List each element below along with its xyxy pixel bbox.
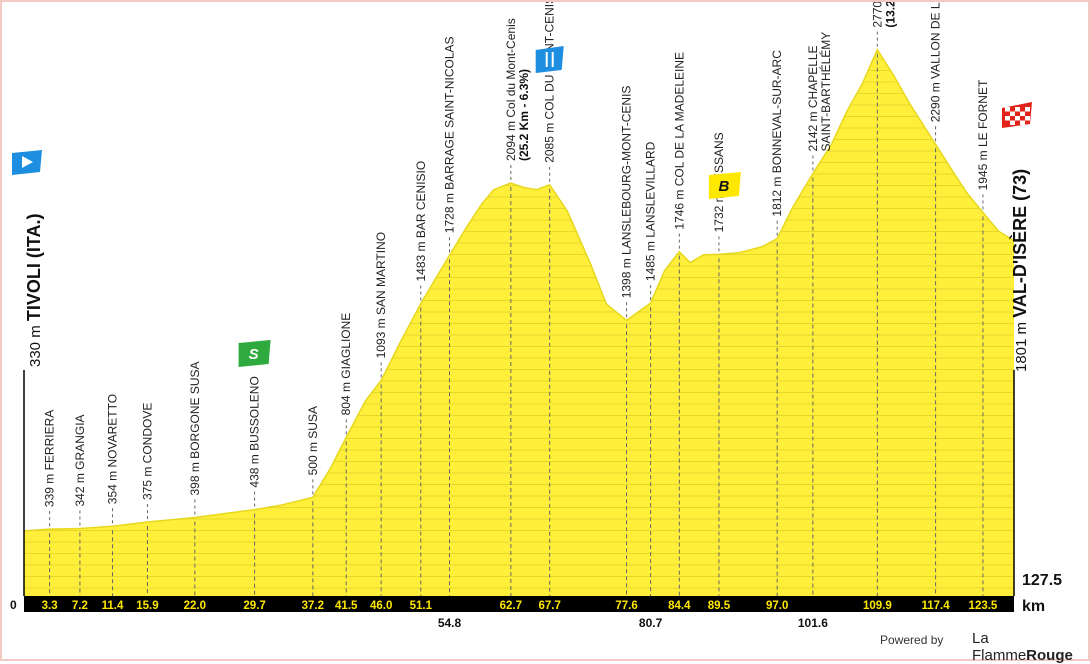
point-label: 2290 m VALLON DE L'ISERAN — [929, 0, 943, 122]
point-label-text: 1485 m LANSLEVILLARD — [644, 141, 658, 281]
climb-detail-text: (25.2 Km - 6.3%) — [517, 69, 531, 161]
point-label: 2770 m Col de l'Iseran(13.2 Km - 7.4%) — [870, 0, 897, 28]
point-label-text: 339 m FERRIERA — [43, 410, 57, 507]
km-tick-label: 7.2 — [72, 600, 88, 612]
km-tick-label: 11.4 — [102, 600, 124, 612]
start-altitude: 330 m — [27, 321, 44, 367]
point-label: 804 m GIAGLIONE — [339, 313, 353, 416]
point-label-text: 500 m SUSA — [306, 406, 320, 475]
point-label-text: 1728 m BARRAGE SAINT-NICOLAS — [443, 36, 457, 233]
point-label-text: 342 m GRANGIA — [73, 414, 87, 506]
point-label-text: 1746 m COL DE LA MADELEINE — [672, 52, 686, 230]
point-label: 438 m BUSSOLENO — [248, 376, 262, 487]
finish-name: VAL-D'ISÈRE (73) — [1009, 169, 1030, 318]
powered-by-text: Powered by — [880, 633, 944, 647]
finish-label: 1801 m VAL-D'ISÈRE (73) — [1009, 169, 1030, 372]
km-tick-label: 54.8 — [438, 616, 462, 630]
brand-name-part1: La Flamme — [972, 630, 1027, 664]
point-label: 2142 m CHAPELLE SAINT-BARTHÉLÉMY — [806, 32, 833, 152]
start-label: 330 m TIVOLI (ITA.) — [24, 213, 44, 367]
point-label: 2094 m Col du Mont-Cenis (25.2 Km - 6.3%) — [504, 18, 531, 161]
km-tick-label: 46.0 — [370, 600, 392, 612]
point-label-text: 2094 m Col du Mont-Cenis — [504, 18, 518, 161]
km-tick-label: 77.6 — [615, 600, 637, 612]
point-label: 500 m SUSA — [306, 406, 320, 475]
km-tick-label: 29.7 — [243, 600, 265, 612]
point-label: 1945 m LE FORNET — [976, 79, 990, 190]
km-tick-label: 62.7 — [500, 600, 522, 612]
total-distance-label: 127.5 — [1022, 572, 1062, 589]
point-label-text: 1398 m LANSLEBOURG-MONT-CENIS — [620, 86, 634, 299]
start-name: TIVOLI (ITA.) — [24, 213, 44, 321]
point-label-text: 1945 m LE FORNET — [976, 79, 990, 190]
km-tick-label: 41.5 — [335, 600, 358, 612]
distance-axis-bar — [24, 596, 1014, 612]
km-tick-label: 3.3 — [42, 600, 58, 612]
point-label-text: 2085 m COL DU MONT-CENIS — [543, 2, 557, 163]
km-tick-label: 109.9 — [863, 600, 892, 612]
distance-unit-label: km — [1022, 598, 1045, 615]
point-label-text: 2290 m VALLON DE L'ISERAN — [929, 2, 943, 122]
point-label: 1485 m LANSLEVILLARD — [644, 141, 658, 281]
brand-name-part2: Rouge — [1026, 647, 1073, 664]
feed-zone-icon — [535, 46, 564, 73]
point-label-text: 398 m BORGONE SUSA — [188, 361, 202, 495]
point-label-text: 438 m BUSSOLENO — [248, 376, 262, 487]
climb-detail-text: (13.2 Km - 7.4%) — [883, 2, 897, 28]
brand-logo: La FlammeRouge — [972, 630, 1090, 664]
badge-label: B — [718, 178, 729, 195]
point-label: 375 m CONDOVE — [141, 403, 155, 500]
point-label: 398 m BORGONE SUSA — [188, 361, 202, 495]
profile-outline — [23, 48, 1015, 532]
point-label-text: 1093 m SAN MARTINO — [374, 232, 388, 358]
point-label-text: 1483 m BAR CENISIO — [414, 161, 428, 282]
km-tick-label: 80.7 — [639, 616, 663, 630]
start-flag-icon — [12, 150, 42, 175]
km-tick-label: 89.5 — [708, 600, 731, 612]
point-label: 1728 m BARRAGE SAINT-NICOLAS — [443, 36, 457, 233]
km-tick-label: 84.4 — [668, 600, 691, 612]
point-label: 2085 m COL DU MONT-CENIS — [543, 0, 557, 163]
bonus-badge: B — [708, 172, 741, 199]
point-label-text: 354 m NOVARETTO — [106, 394, 120, 504]
point-label-text-line2: SAINT-BARTHÉLÉMY — [818, 32, 833, 152]
km-tick-label: 117.4 — [921, 600, 950, 612]
badge-label: S — [249, 346, 259, 363]
finish-flag-icon — [1002, 102, 1032, 128]
km-tick-label: 123.5 — [969, 600, 998, 612]
km-tick-label: 97.0 — [766, 600, 788, 612]
finish-altitude: 1801 m — [1013, 318, 1030, 372]
point-label-text: 375 m CONDOVE — [141, 403, 155, 500]
axis-zero-label: 0 — [10, 598, 17, 612]
km-tick-label: 67.7 — [538, 600, 560, 612]
km-tick-label: 15.9 — [136, 600, 158, 612]
point-label: 1483 m BAR CENISIO — [414, 161, 428, 282]
point-label: 1093 m SAN MARTINO — [374, 232, 388, 358]
point-label: 1746 m COL DE LA MADELEINE — [672, 52, 686, 230]
point-label: 354 m NOVARETTO — [106, 394, 120, 504]
km-tick-label: 37.2 — [302, 600, 324, 612]
point-label-text: 2770 m Col de l'Iseran — [870, 2, 884, 28]
km-tick-label: 22.0 — [184, 600, 206, 612]
km-tick-label: 51.1 — [410, 600, 433, 612]
profile-area — [24, 49, 1014, 597]
point-label: 1812 m BONNEVAL-SUR-ARC — [770, 50, 784, 217]
point-label-text: 1812 m BONNEVAL-SUR-ARC — [770, 50, 784, 217]
point-label: 1398 m LANSLEBOURG-MONT-CENIS — [620, 86, 634, 299]
point-label: 342 m GRANGIA — [73, 414, 87, 506]
km-tick-label: 101.6 — [798, 616, 828, 630]
point-label-text: 2142 m CHAPELLE — [806, 45, 820, 151]
start-label-text: 330 m TIVOLI (ITA.) — [24, 213, 44, 367]
point-label: 339 m FERRIERA — [43, 410, 57, 507]
point-label-text: 804 m GIAGLIONE — [339, 313, 353, 416]
sprint-badge: S — [238, 340, 271, 367]
finish-label-text: 1801 m VAL-D'ISÈRE (73) — [1009, 169, 1030, 372]
